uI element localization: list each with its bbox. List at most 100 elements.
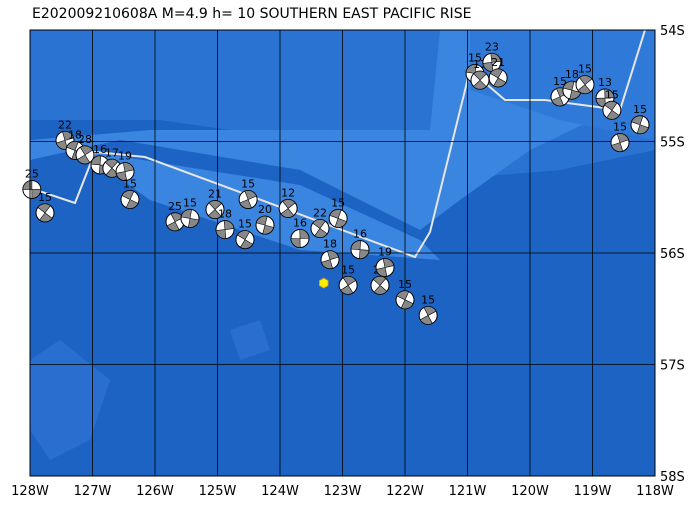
beachball [370, 275, 390, 295]
lon-tick-label: 128W [11, 484, 49, 499]
depth-label: 18 [323, 238, 337, 251]
depth-label: 15 [123, 177, 137, 190]
beachball [630, 115, 650, 135]
depth-label: 28 [78, 133, 92, 146]
compression-quadrant [280, 199, 296, 218]
lon-tick-label: 127W [74, 484, 112, 499]
depth-label: 21 [491, 56, 505, 69]
lat-tick-label: 56S [660, 247, 685, 262]
beachball [75, 145, 95, 165]
beachball [575, 75, 595, 95]
compression-quadrant [604, 101, 620, 120]
compression-quadrant [239, 190, 257, 209]
compression-quadrant [340, 276, 357, 295]
compression-quadrant [22, 180, 42, 199]
depth-label: 22 [58, 118, 72, 131]
beachball [115, 162, 135, 182]
compression-quadrant [473, 70, 487, 90]
depth-label: 20 [258, 203, 272, 216]
depth-label: 23 [485, 40, 499, 53]
compression-quadrant [631, 115, 649, 135]
lon-tick-label: 122W [386, 484, 424, 499]
lon-tick-label: 118W [636, 484, 674, 499]
beachball [255, 215, 275, 235]
lon-tick-label: 125W [199, 484, 237, 499]
beachball [310, 218, 330, 238]
beachball [488, 68, 508, 88]
lon-tick-label: 126W [136, 484, 174, 499]
depth-label: 18 [565, 68, 579, 81]
depth-label: 15 [553, 75, 567, 88]
compression-quadrant [329, 209, 347, 228]
map-frame [29, 29, 656, 477]
beachball [395, 290, 415, 310]
beachball [375, 257, 395, 277]
compression-quadrant [375, 258, 395, 277]
compression-quadrant [180, 209, 200, 228]
depth-label: 15 [341, 263, 355, 276]
depth-label: 19 [118, 150, 132, 163]
depth-label: 21 [208, 188, 222, 201]
lon-tick-label: 119W [574, 484, 612, 499]
beachball [328, 208, 348, 228]
beachball [238, 189, 258, 209]
beachball [602, 100, 622, 120]
beachball [35, 203, 55, 223]
depth-label: 25 [168, 200, 182, 213]
depth-label: 22 [313, 206, 327, 219]
depth-label: 15 [605, 88, 619, 101]
depth-label: 16 [293, 217, 307, 230]
lat-tick-label: 55S [660, 136, 685, 151]
depth-label: 13 [598, 76, 612, 89]
beachball [610, 133, 630, 153]
depth-label: 15 [633, 103, 647, 116]
title: E202009210608A M=4.9 h= 10 SOUTHERN EAST… [32, 6, 471, 22]
compression-quadrant [290, 229, 310, 248]
beachball [180, 208, 200, 228]
depth-label: 15 [613, 121, 627, 134]
compression-quadrant [312, 219, 328, 238]
beachball [338, 275, 358, 295]
depth-label: 15 [331, 196, 345, 209]
compression-quadrant [37, 203, 53, 223]
beachball [470, 70, 490, 90]
compression-quadrant [396, 290, 414, 310]
depth-label: 19 [378, 245, 392, 258]
beachball [235, 230, 255, 250]
depth-label: 12 [281, 186, 295, 199]
depth-label: 15 [578, 63, 592, 76]
lon-tick-label: 120W [511, 484, 549, 499]
depth-label: 15 [183, 196, 197, 209]
depth-label: 16 [93, 143, 107, 156]
compression-quadrant [215, 220, 235, 239]
depth-label: 25 [25, 167, 39, 180]
compression-quadrant [121, 190, 139, 209]
lat-tick-label: 58S [660, 470, 685, 485]
depth-label: 18 [218, 208, 232, 221]
lon-tick-label: 124W [261, 484, 299, 499]
depth-label: 15 [241, 177, 255, 190]
depth-label: 15 [421, 293, 435, 306]
lon-tick-label: 121W [449, 484, 487, 499]
compression-quadrant [611, 133, 629, 152]
depth-label: 15 [398, 278, 412, 291]
beachball [205, 200, 225, 220]
compression-quadrant [255, 215, 275, 235]
lon-tick-label: 123W [324, 484, 362, 499]
beachball [290, 229, 310, 249]
compression-quadrant [350, 240, 370, 259]
depth-label: 15 [38, 191, 52, 204]
beachball [482, 52, 502, 72]
beachball [22, 179, 42, 199]
compression-quadrant [372, 276, 388, 295]
compression-quadrant [489, 68, 507, 88]
beachball [418, 305, 438, 325]
compression-quadrant [76, 145, 94, 165]
depth-label: 15 [238, 218, 252, 231]
depth-label: 17 [105, 146, 119, 159]
lat-tick-label: 54S [660, 24, 685, 39]
depth-label: 15 [468, 51, 482, 64]
compression-quadrant [419, 306, 437, 325]
compression-quadrant [577, 75, 593, 94]
